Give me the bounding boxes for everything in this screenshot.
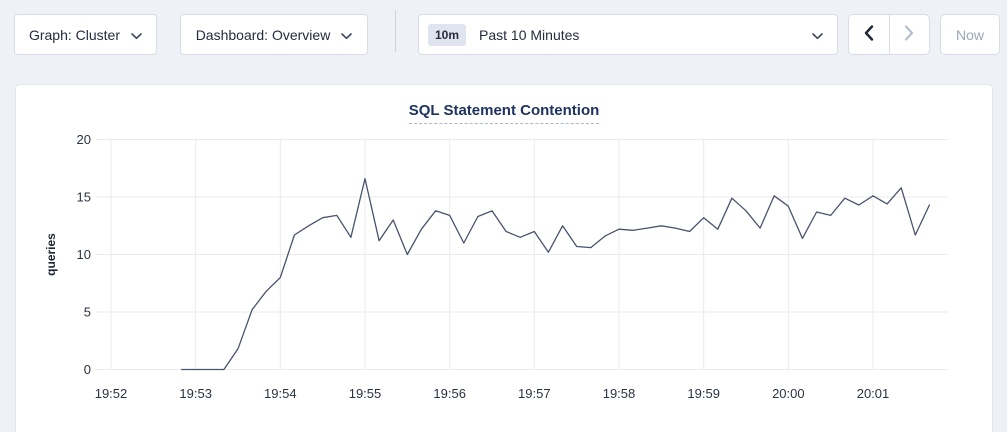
- toolbar-divider: [395, 10, 396, 52]
- graph-selector-label: Graph: Cluster: [28, 26, 121, 43]
- svg-text:19:52: 19:52: [95, 386, 128, 401]
- time-range-badge: 10m: [428, 23, 467, 46]
- chevron-down-icon: [131, 27, 142, 43]
- chart-title-row: SQL Statement Contention: [16, 102, 992, 126]
- dashboard-selector-dropdown[interactable]: Dashboard: Overview: [180, 14, 368, 55]
- time-range-dropdown[interactable]: 10m Past 10 Minutes: [418, 14, 838, 55]
- time-window-nav: [848, 14, 930, 55]
- svg-text:15: 15: [77, 190, 91, 205]
- chevron-left-icon: [864, 25, 874, 44]
- chevron-down-icon: [812, 27, 823, 43]
- now-button[interactable]: Now: [940, 14, 1000, 55]
- svg-text:queries: queries: [44, 233, 58, 276]
- chart-panel: SQL Statement Contention 0 5 10 15 20 19:52 19…: [15, 84, 993, 432]
- svg-text:19:56: 19:56: [433, 386, 466, 401]
- graph-selector-dropdown[interactable]: Graph: Cluster: [14, 14, 157, 55]
- chevron-down-icon: [341, 27, 353, 43]
- svg-text:0: 0: [84, 362, 91, 377]
- svg-text:19:57: 19:57: [518, 386, 551, 401]
- svg-text:20:01: 20:01: [857, 386, 890, 401]
- chart-title[interactable]: SQL Statement Contention: [408, 102, 600, 124]
- time-range-label: Past 10 Minutes: [479, 26, 580, 43]
- svg-text:19:54: 19:54: [264, 386, 297, 401]
- sql-contention-line-chart[interactable]: 0 5 10 15 20 19:52 19:53 19:54 19:55 19:56 19:57 19…: [16, 126, 994, 426]
- dashboard-selector-label: Dashboard: Overview: [195, 26, 331, 43]
- svg-text:19:59: 19:59: [687, 386, 720, 401]
- svg-text:20: 20: [77, 132, 91, 147]
- svg-text:19:58: 19:58: [603, 386, 636, 401]
- svg-text:5: 5: [84, 305, 91, 320]
- svg-text:19:53: 19:53: [179, 386, 212, 401]
- prev-time-window-button[interactable]: [849, 15, 889, 54]
- svg-text:20:00: 20:00: [772, 386, 805, 401]
- svg-text:10: 10: [77, 247, 91, 262]
- chevron-right-icon: [904, 25, 914, 44]
- svg-text:19:55: 19:55: [349, 386, 382, 401]
- next-time-window-button[interactable]: [888, 15, 929, 54]
